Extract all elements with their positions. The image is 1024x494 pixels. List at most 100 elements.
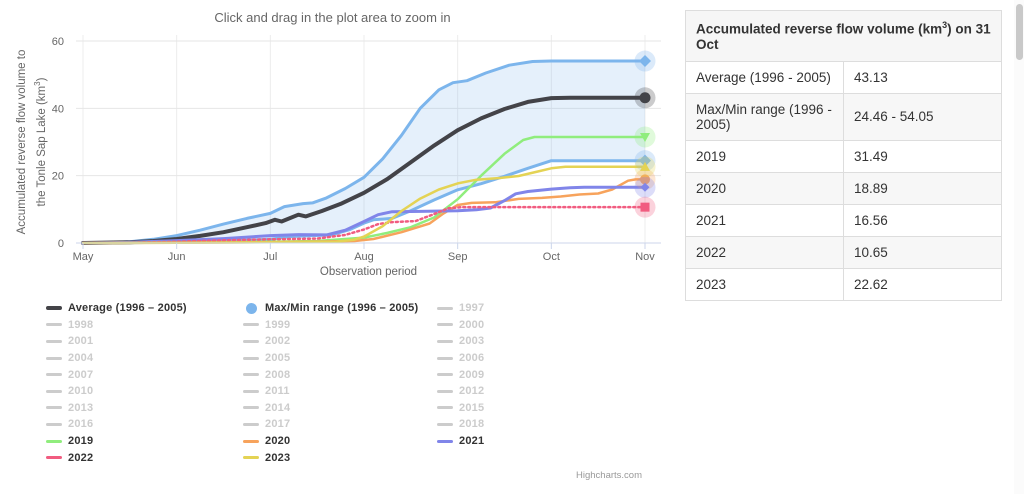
legend-item-2016[interactable]: 2016 bbox=[46, 416, 243, 433]
svg-text:Jun: Jun bbox=[168, 251, 186, 263]
legend-item-label: Max/Min range (1996 – 2005) bbox=[265, 302, 419, 315]
legend-dash-icon bbox=[437, 373, 453, 377]
table-row: 2020 18.89 bbox=[685, 171, 1002, 205]
legend-item-label: 2021 bbox=[459, 435, 485, 448]
legend-item-2019[interactable]: 2019 bbox=[46, 433, 243, 450]
legend-item-2022[interactable]: 2022 bbox=[46, 449, 243, 466]
legend-item-2014[interactable]: 2014 bbox=[243, 400, 437, 417]
legend-item-label: 2013 bbox=[68, 401, 94, 414]
legend-item-label: 2018 bbox=[459, 418, 485, 431]
legend-dash-icon bbox=[243, 339, 259, 343]
row-label: 2020 bbox=[685, 171, 844, 205]
legend-item-2000[interactable]: 2000 bbox=[437, 317, 646, 334]
legend-item-2015[interactable]: 2015 bbox=[437, 400, 646, 417]
legend-item-1998[interactable]: 1998 bbox=[46, 317, 243, 334]
legend-item-2005[interactable]: 2005 bbox=[243, 350, 437, 367]
legend-item-label: 1998 bbox=[68, 318, 94, 331]
legend-item-2009[interactable]: 2009 bbox=[437, 366, 646, 383]
legend-item-2003[interactable]: 2003 bbox=[437, 333, 646, 350]
row-label: 2019 bbox=[685, 139, 844, 173]
legend-item-2021[interactable]: 2021 bbox=[437, 433, 646, 450]
legend-item-label: 2020 bbox=[265, 435, 291, 448]
legend-dash-icon bbox=[46, 339, 62, 343]
table-row: 2023 22.62 bbox=[685, 267, 1002, 301]
svg-text:Aug: Aug bbox=[354, 251, 374, 263]
scrollbar-thumb[interactable] bbox=[1016, 4, 1023, 60]
legend-dash-icon bbox=[437, 356, 453, 360]
row-label: 2021 bbox=[685, 203, 844, 237]
legend-item-label: 2015 bbox=[459, 401, 485, 414]
legend-dash-icon bbox=[46, 389, 62, 393]
row-value: 22.62 bbox=[843, 267, 1002, 301]
legend-item-2001[interactable]: 2001 bbox=[46, 333, 243, 350]
legend-item-2002[interactable]: 2002 bbox=[243, 333, 437, 350]
svg-text:60: 60 bbox=[52, 36, 64, 48]
legend-dash-icon bbox=[437, 439, 453, 443]
legend-dash-icon bbox=[437, 406, 453, 410]
max-min-range-area bbox=[83, 61, 645, 243]
svg-text:0: 0 bbox=[58, 238, 64, 250]
svg-text:40: 40 bbox=[52, 103, 64, 115]
legend-item-2018[interactable]: 2018 bbox=[437, 416, 646, 433]
legend-dash-icon bbox=[437, 306, 453, 310]
legend-dash-icon bbox=[46, 456, 62, 460]
legend-item-label: 2014 bbox=[265, 401, 291, 414]
legend-dash-icon bbox=[243, 456, 259, 460]
row-value: 16.56 bbox=[843, 203, 1002, 237]
legend-item-max-min-range-1996-2005[interactable]: Max/Min range (1996 – 2005) bbox=[243, 300, 437, 317]
legend-item-label: 2019 bbox=[68, 435, 94, 448]
series-2023 bbox=[81, 165, 647, 245]
legend-dash-icon bbox=[46, 373, 62, 377]
legend-item-label: 2003 bbox=[459, 335, 485, 348]
highcharts-credit[interactable]: Highcharts.com bbox=[576, 470, 642, 481]
summary-table: Accumulated reverse flow volume (km3) on… bbox=[685, 10, 1002, 301]
svg-text:Nov: Nov bbox=[635, 251, 655, 263]
row-label: 2023 bbox=[685, 267, 844, 301]
legend-item-1999[interactable]: 1999 bbox=[243, 317, 437, 334]
legend-item-label: 2008 bbox=[265, 368, 291, 381]
legend-dash-icon bbox=[46, 323, 62, 327]
legend-item-label: 2022 bbox=[68, 451, 94, 464]
series-2021 bbox=[81, 185, 647, 245]
legend-dash-icon bbox=[437, 422, 453, 426]
legend-item-2007[interactable]: 2007 bbox=[46, 366, 243, 383]
legend-dash-icon bbox=[437, 389, 453, 393]
legend-item-label: 1997 bbox=[459, 302, 485, 315]
legend-item-2020[interactable]: 2020 bbox=[243, 433, 437, 450]
plot-area[interactable]: May Jun Jul Aug Sep Oct Nov 0 20 40 60 bbox=[0, 0, 665, 296]
row-label: Max/Min range (1996 - 2005) bbox=[685, 92, 844, 141]
scrollbar-track[interactable] bbox=[1014, 0, 1024, 494]
row-value: 18.89 bbox=[843, 171, 1002, 205]
legend-item-average-1996-2005[interactable]: Average (1996 – 2005) bbox=[46, 300, 243, 317]
legend-item-1997[interactable]: 1997 bbox=[437, 300, 646, 317]
row-value: 24.46 - 54.05 bbox=[843, 92, 1002, 141]
highcharts-chart: May Jun Jul Aug Sep Oct Nov 0 20 40 60 Click and d… bbox=[0, 0, 665, 481]
legend-item-2023[interactable]: 2023 bbox=[243, 449, 437, 466]
x-axis-title: Observation period bbox=[319, 266, 418, 278]
series-2020 bbox=[81, 178, 647, 245]
legend-item-label: 2017 bbox=[265, 418, 291, 431]
legend-circle-icon bbox=[246, 302, 257, 314]
legend-item-label: 2023 bbox=[265, 451, 291, 464]
y-axis-title: Accumulated reverse flow volume to the T… bbox=[15, 22, 48, 262]
legend-item-2004[interactable]: 2004 bbox=[46, 350, 243, 367]
legend-dash-icon bbox=[437, 339, 453, 343]
legend-item-label: 2001 bbox=[68, 335, 94, 348]
summary-table-header: Accumulated reverse flow volume (km3) on… bbox=[685, 10, 1002, 62]
legend-dash-icon bbox=[243, 439, 259, 443]
legend-item-2012[interactable]: 2012 bbox=[437, 383, 646, 400]
legend-item-2008[interactable]: 2008 bbox=[243, 366, 437, 383]
legend-item-2010[interactable]: 2010 bbox=[46, 383, 243, 400]
svg-text:Sep: Sep bbox=[448, 251, 468, 263]
svg-text:May: May bbox=[73, 251, 94, 263]
legend-item-2006[interactable]: 2006 bbox=[437, 350, 646, 367]
legend-item-label: 2011 bbox=[265, 385, 290, 398]
series-2022 bbox=[81, 205, 647, 245]
legend-item-2011[interactable]: 2011 bbox=[243, 383, 437, 400]
legend-item-label: 2016 bbox=[68, 418, 94, 431]
legend-dash-icon bbox=[243, 356, 259, 360]
legend-item-2017[interactable]: 2017 bbox=[243, 416, 437, 433]
row-label: Average (1996 - 2005) bbox=[685, 60, 844, 94]
legend-item-2013[interactable]: 2013 bbox=[46, 400, 243, 417]
svg-text:20: 20 bbox=[52, 171, 64, 183]
